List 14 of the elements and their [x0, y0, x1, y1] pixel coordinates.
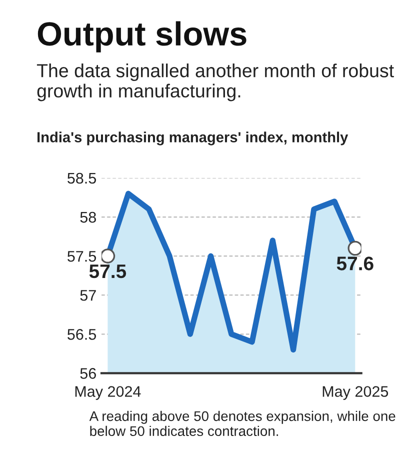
chart-subtitle: The data signalled another month of robust growth in manufacturing. [36, 64, 394, 102]
x-tick-label: May 2025 [322, 386, 388, 400]
text: A reading above 50 denotes expansion, while one below 50 indicates contraction. [89, 410, 396, 436]
y-tick-label: 58.5 [68, 172, 96, 184]
chart-title: Output slows [38, 21, 246, 52]
x-tick-label: May 2024 [75, 386, 141, 400]
y-tick-label: 57.5 [68, 251, 96, 262]
y-tick-label: 58 [80, 212, 96, 223]
y-axis-title: India's purchasing managers' index, monthly [38, 132, 348, 146]
data-label: 57.6 [336, 256, 374, 270]
y-tick-label: 56 [80, 368, 96, 379]
y-tick-label: 56.5 [68, 329, 96, 340]
y-tick-label: 57 [80, 290, 96, 301]
data-label: 57.5 [89, 264, 126, 278]
